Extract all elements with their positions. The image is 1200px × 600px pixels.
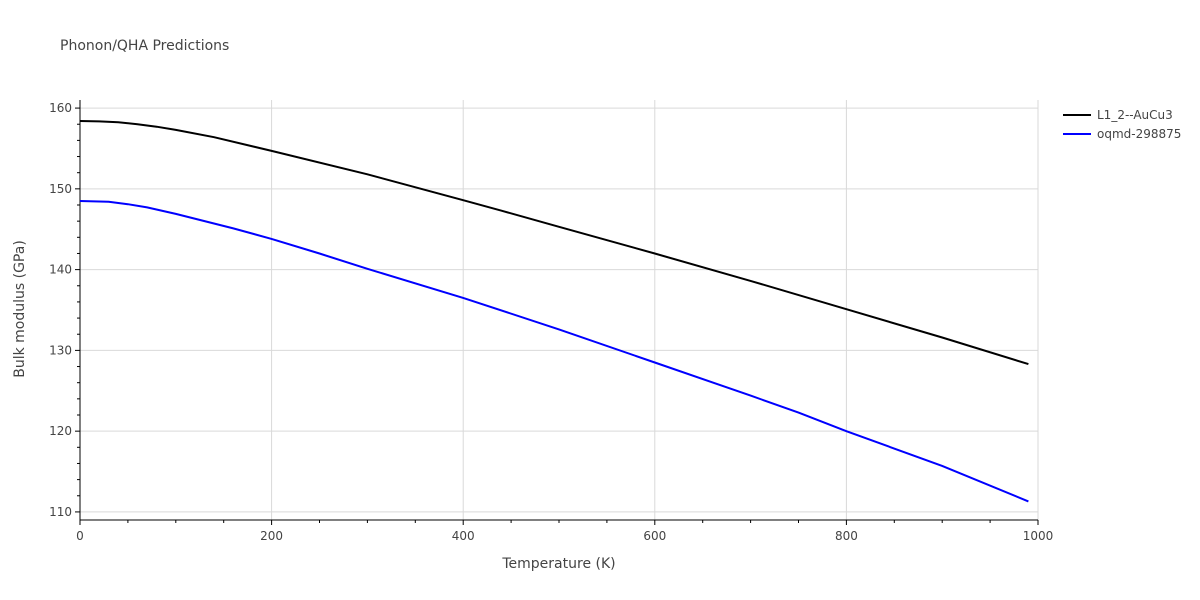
y-tick-label: 150	[49, 182, 72, 196]
tick-labels: 0 200 400 600 800 1000 110 120 130 140 150 160	[49, 101, 1053, 543]
y-tick-label: 160	[49, 101, 72, 115]
y-tick-label: 140	[49, 263, 72, 277]
legend-label-2: oqmd-298875	[1097, 127, 1181, 141]
x-tick-label: 800	[835, 529, 858, 543]
x-tick-label: 600	[643, 529, 666, 543]
y-tick-label: 130	[49, 343, 72, 357]
series-line-2	[79, 200, 1029, 503]
y-axis-title: Bulk modulus (GPa)	[12, 240, 28, 378]
y-tick-label: 120	[49, 424, 72, 438]
legend-label-1: L1_2--AuCu3	[1097, 108, 1173, 122]
axes	[75, 100, 1039, 525]
legend: L1_2--AuCu3 oqmd-298875	[1063, 108, 1181, 141]
x-tick-label: 1000	[1023, 529, 1054, 543]
series-lines	[79, 120, 1029, 503]
x-tick-label: 400	[452, 529, 475, 543]
x-tick-label: 200	[260, 529, 283, 543]
y-tick-label: 110	[49, 505, 72, 519]
x-axis-title: Temperature (K)	[501, 556, 615, 572]
grid	[80, 100, 1039, 520]
series-line-1	[79, 120, 1029, 366]
x-tick-label: 0	[76, 529, 84, 543]
chart-title: Phonon/QHA Predictions	[60, 38, 229, 54]
